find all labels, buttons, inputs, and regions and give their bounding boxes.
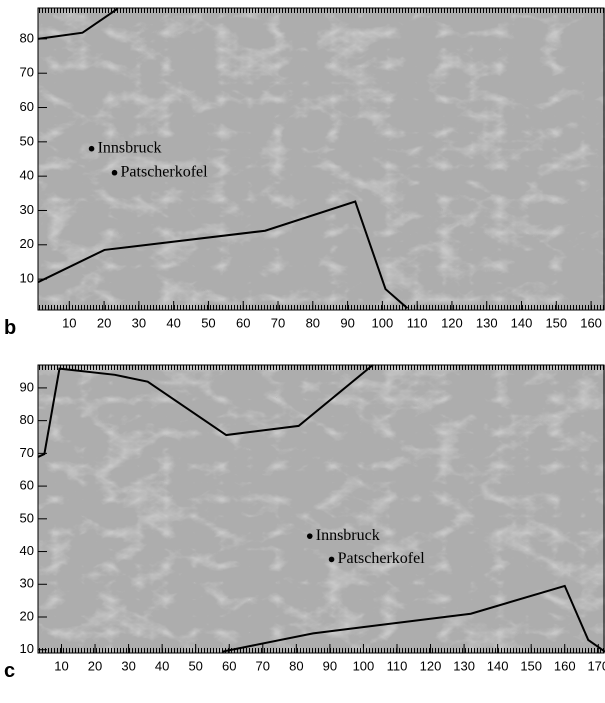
minor-ticks bbox=[38, 648, 605, 653]
x-tick-label: 20 bbox=[97, 315, 111, 330]
place-marker bbox=[111, 169, 118, 176]
x-tick-label: 40 bbox=[155, 658, 169, 673]
x-tick-label: 130 bbox=[453, 658, 475, 673]
terrain bbox=[38, 365, 605, 653]
minor-ticks bbox=[38, 365, 605, 370]
x-tick-label: 30 bbox=[132, 315, 146, 330]
x-tick-label: 100 bbox=[372, 315, 394, 330]
x-tick-label: 110 bbox=[407, 315, 428, 330]
x-tick-label: 160 bbox=[580, 315, 602, 330]
x-tick-label: 140 bbox=[487, 658, 509, 673]
x-tick-label: 130 bbox=[476, 315, 498, 330]
boundary-line bbox=[221, 584, 605, 653]
place-label: Innsbruck bbox=[98, 139, 162, 156]
x-tick-label: 60 bbox=[236, 315, 250, 330]
x-tick-label: 70 bbox=[271, 315, 285, 330]
minor-ticks bbox=[38, 305, 605, 310]
x-tick-label: 140 bbox=[511, 315, 533, 330]
place-label: Patscherkofel bbox=[338, 550, 426, 567]
y-tick-label: 60 bbox=[20, 478, 34, 493]
frame bbox=[37, 364, 605, 654]
y-tick-label: 80 bbox=[20, 30, 34, 45]
x-tick-label: 40 bbox=[166, 315, 180, 330]
x-tick-label: 90 bbox=[323, 658, 337, 673]
boundary-line bbox=[37, 200, 409, 310]
x-tick-label: 10 bbox=[62, 315, 76, 330]
boundary-line bbox=[37, 7, 119, 40]
y-tick-label: 10 bbox=[20, 271, 34, 286]
place-marker bbox=[306, 533, 313, 539]
y-tick-label: 40 bbox=[20, 168, 34, 183]
x-tick-label: 160 bbox=[554, 658, 576, 673]
y-tick-label: 50 bbox=[20, 510, 34, 525]
x-tick-label: 30 bbox=[121, 658, 135, 673]
y-tick-label: 20 bbox=[20, 236, 34, 251]
x-tick-label: 100 bbox=[353, 658, 375, 673]
x-tick-label: 10 bbox=[54, 658, 68, 673]
frame bbox=[37, 7, 605, 311]
x-tick-label: 80 bbox=[306, 315, 320, 330]
y-tick-label: 70 bbox=[20, 65, 34, 80]
minor-ticks bbox=[38, 8, 605, 13]
x-tick-label: 120 bbox=[441, 315, 463, 330]
y-tick-label: 10 bbox=[20, 641, 34, 656]
x-tick-label: 80 bbox=[289, 658, 303, 673]
panel-label: b bbox=[4, 317, 16, 339]
x-tick-label: 170 bbox=[587, 658, 605, 673]
x-tick-label: 70 bbox=[256, 658, 270, 673]
x-tick-label: 90 bbox=[340, 315, 354, 330]
x-tick-label: 120 bbox=[420, 658, 442, 673]
boundary-line bbox=[37, 364, 374, 458]
place-marker bbox=[328, 556, 335, 563]
place-marker bbox=[88, 145, 95, 152]
y-tick-label: 30 bbox=[20, 576, 34, 591]
y-tick-label: 40 bbox=[20, 543, 34, 558]
y-tick-label: 60 bbox=[20, 99, 34, 114]
x-tick-label: 150 bbox=[545, 315, 567, 330]
place-label: Patscherkofel bbox=[121, 163, 209, 180]
y-tick-label: 20 bbox=[20, 608, 34, 623]
y-tick-label: 70 bbox=[20, 445, 34, 460]
x-tick-label: 150 bbox=[520, 658, 542, 673]
terrain bbox=[38, 8, 605, 310]
map-panel: 10 20 30 40 50 60 70 80 90 100 110 120 130 140 150 160 1… bbox=[4, 364, 605, 682]
x-tick-label: 110 bbox=[387, 658, 408, 673]
y-tick-label: 90 bbox=[20, 379, 34, 394]
y-tick-label: 30 bbox=[20, 202, 34, 217]
map-panel: 10 20 30 40 50 60 70 80 90 100 110 120 130 140 150 160 1… bbox=[4, 7, 605, 339]
x-tick-label: 60 bbox=[222, 658, 236, 673]
place-label: Innsbruck bbox=[316, 527, 380, 544]
x-tick-label: 50 bbox=[201, 315, 215, 330]
y-tick-label: 50 bbox=[20, 133, 34, 148]
x-tick-label: 20 bbox=[88, 658, 102, 673]
panel-label: c bbox=[4, 660, 15, 682]
y-tick-label: 80 bbox=[20, 412, 34, 427]
x-tick-label: 50 bbox=[188, 658, 202, 673]
